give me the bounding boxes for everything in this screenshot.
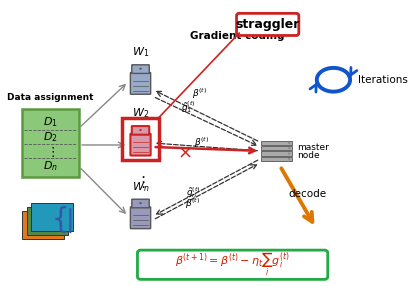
FancyBboxPatch shape (22, 110, 79, 176)
Text: $\times$: $\times$ (177, 144, 192, 162)
Text: $\beta^{(t)}$: $\beta^{(t)}$ (194, 136, 210, 150)
Text: Iterations: Iterations (358, 75, 407, 85)
FancyBboxPatch shape (130, 72, 151, 94)
Text: $W_n$: $W_n$ (132, 180, 149, 194)
Text: $\beta^{(t)}$: $\beta^{(t)}$ (185, 197, 201, 211)
Text: $\vdots$: $\vdots$ (46, 145, 55, 159)
Circle shape (139, 202, 142, 204)
FancyBboxPatch shape (31, 203, 73, 231)
Text: master: master (298, 143, 329, 152)
FancyBboxPatch shape (130, 207, 151, 229)
Text: $\beta^{(t)}$: $\beta^{(t)}$ (192, 86, 208, 101)
Circle shape (288, 158, 290, 160)
Text: Gradient coding: Gradient coding (190, 31, 284, 41)
FancyBboxPatch shape (261, 151, 292, 156)
Text: $\tilde{g}_1^{(t)}$: $\tilde{g}_1^{(t)}$ (181, 100, 196, 115)
FancyBboxPatch shape (132, 126, 149, 135)
FancyBboxPatch shape (261, 146, 292, 150)
Text: node: node (298, 151, 320, 160)
Text: $D_1$: $D_1$ (43, 116, 58, 129)
Text: $W_1$: $W_1$ (132, 45, 149, 59)
Text: $D_2$: $D_2$ (43, 130, 58, 144)
Text: decode: decode (288, 189, 326, 199)
Circle shape (288, 153, 290, 154)
Circle shape (288, 142, 290, 144)
Text: $\tilde{g}_n^{(t)}$: $\tilde{g}_n^{(t)}$ (186, 185, 201, 200)
FancyBboxPatch shape (132, 199, 149, 208)
Circle shape (288, 147, 290, 149)
FancyBboxPatch shape (137, 250, 328, 279)
FancyBboxPatch shape (237, 13, 299, 35)
Text: $\beta^{(t+1)} = \beta^{(t)} - \eta_t\sum_i g_i^{(t)}$: $\beta^{(t+1)} = \beta^{(t)} - \eta_t\su… (175, 251, 290, 279)
Text: $W_2$: $W_2$ (132, 107, 149, 120)
Circle shape (139, 68, 142, 70)
Text: $\vdots$: $\vdots$ (135, 174, 146, 190)
Text: Data assignment: Data assignment (7, 93, 94, 102)
Circle shape (139, 129, 142, 131)
Text: straggler: straggler (236, 18, 300, 31)
FancyBboxPatch shape (22, 211, 64, 239)
Text: {: { (52, 206, 69, 234)
Text: $D_n$: $D_n$ (43, 159, 58, 173)
FancyBboxPatch shape (261, 157, 292, 161)
FancyBboxPatch shape (261, 141, 292, 145)
FancyBboxPatch shape (130, 134, 151, 156)
FancyBboxPatch shape (27, 207, 68, 235)
FancyBboxPatch shape (132, 65, 149, 74)
